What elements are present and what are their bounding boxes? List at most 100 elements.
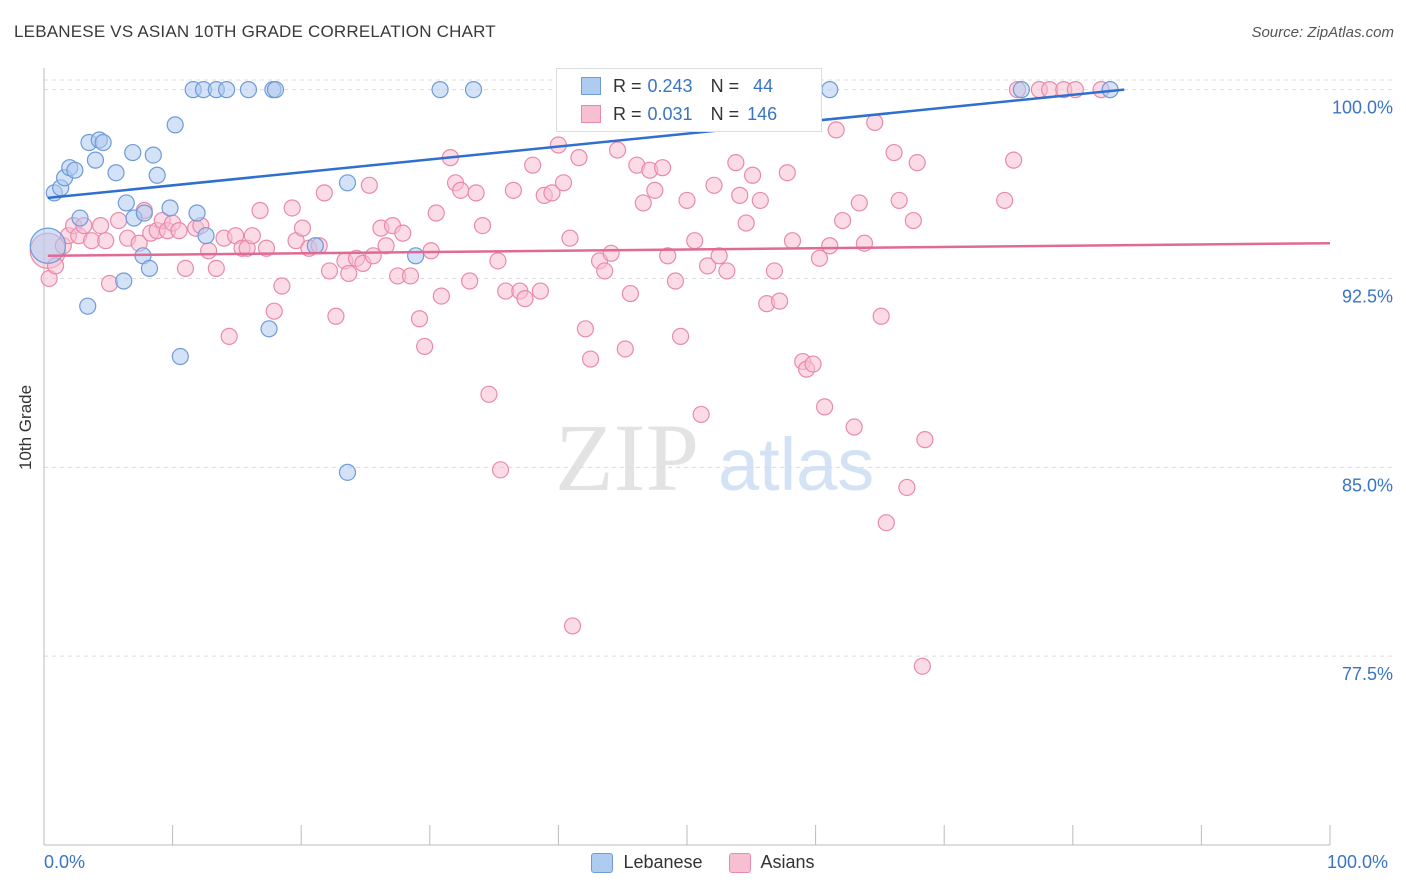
data-point xyxy=(148,166,166,184)
data-point xyxy=(913,657,931,675)
data-point xyxy=(872,307,890,325)
data-point xyxy=(109,211,128,230)
data-point xyxy=(705,176,723,194)
data-point xyxy=(866,113,884,131)
data-point xyxy=(197,227,215,245)
data-point xyxy=(107,164,125,182)
data-point xyxy=(1005,151,1023,169)
data-point xyxy=(71,209,89,227)
data-point xyxy=(266,81,285,99)
series-legend: Lebanese Asians xyxy=(0,852,1406,873)
data-point xyxy=(320,262,339,280)
data-point xyxy=(207,259,225,277)
data-point xyxy=(135,204,153,222)
data-point xyxy=(666,272,685,290)
data-point xyxy=(561,229,579,247)
data-point xyxy=(686,232,704,250)
data-point xyxy=(727,154,745,172)
stats-row-lebanese: R = 0.243 N = 44 xyxy=(581,75,773,97)
data-point xyxy=(718,262,736,280)
watermark: ZIP atlas xyxy=(555,404,874,511)
y-tick-labels: 100.0% 92.5% 85.0% 77.5% xyxy=(1332,98,1393,685)
data-point xyxy=(783,232,802,250)
data-point xyxy=(91,216,110,235)
data-point xyxy=(94,133,112,152)
y-tick-label: 100.0% xyxy=(1332,98,1393,118)
data-point xyxy=(885,143,903,162)
data-point xyxy=(166,116,184,134)
trend-line-asians xyxy=(47,241,1331,258)
data-point xyxy=(596,262,614,280)
data-point xyxy=(877,514,895,532)
data-point xyxy=(731,186,749,204)
data-point xyxy=(251,201,269,220)
data-point xyxy=(200,242,218,260)
data-point xyxy=(710,247,728,265)
data-point xyxy=(410,310,429,328)
data-point xyxy=(576,320,595,338)
data-point xyxy=(338,463,357,481)
data-point xyxy=(804,355,822,373)
grid xyxy=(44,79,1395,657)
data-point xyxy=(480,385,498,403)
legend-label: Asians xyxy=(760,852,815,872)
data-point xyxy=(243,227,261,245)
data-point xyxy=(218,81,236,99)
data-point xyxy=(821,237,839,255)
n-label: N = xyxy=(710,75,740,96)
data-point xyxy=(257,239,276,257)
data-point xyxy=(115,272,133,290)
data-point xyxy=(834,211,852,230)
data-point xyxy=(338,174,357,192)
data-point xyxy=(678,191,696,210)
asians-swatch xyxy=(728,852,751,873)
data-point xyxy=(890,191,908,210)
data-point xyxy=(516,290,534,308)
lebanese-swatch xyxy=(591,852,614,873)
data-point xyxy=(659,247,677,265)
data-point xyxy=(416,337,434,356)
series-asians xyxy=(29,81,1110,675)
data-point xyxy=(916,431,934,449)
data-point xyxy=(117,194,135,212)
r-label: R = xyxy=(613,75,642,96)
data-point xyxy=(524,156,542,174)
data-point xyxy=(698,257,717,275)
data-point xyxy=(765,262,784,280)
data-point xyxy=(634,194,652,212)
data-point xyxy=(543,184,561,202)
data-point xyxy=(489,252,507,270)
legend-item-lebanese[interactable]: Lebanese xyxy=(591,852,703,873)
asians-swatch xyxy=(581,105,601,123)
data-point xyxy=(737,214,755,232)
data-point xyxy=(751,191,769,210)
trend-lines xyxy=(47,88,1331,258)
r-label: R = xyxy=(613,103,642,124)
data-point xyxy=(473,216,492,235)
data-point xyxy=(646,181,664,199)
data-point xyxy=(327,307,345,325)
data-point xyxy=(97,232,115,250)
chart-title: LEBANESE VS ASIAN 10TH GRADE CORRELATION… xyxy=(14,22,496,41)
data-point xyxy=(504,181,522,199)
data-point xyxy=(170,222,188,240)
series-lebanese xyxy=(29,81,1119,481)
legend-label: Lebanese xyxy=(623,852,703,872)
y-tick-label: 77.5% xyxy=(1342,664,1393,684)
stats-legend: R = 0.243 N = 44 R = 0.031 N = 146 xyxy=(556,68,822,132)
lebanese-swatch xyxy=(581,77,601,95)
data-point xyxy=(554,174,573,192)
legend-item-asians[interactable]: Asians xyxy=(728,852,815,873)
data-point xyxy=(394,224,412,242)
data-point xyxy=(188,204,206,222)
data-point xyxy=(616,340,634,358)
data-point xyxy=(79,297,97,315)
data-point xyxy=(850,194,868,212)
data-point xyxy=(407,247,425,265)
data-point xyxy=(743,166,762,184)
data-point xyxy=(563,617,582,635)
data-point xyxy=(467,184,485,202)
data-point xyxy=(144,146,162,164)
data-point xyxy=(581,350,600,368)
n-label: N = xyxy=(710,103,740,124)
